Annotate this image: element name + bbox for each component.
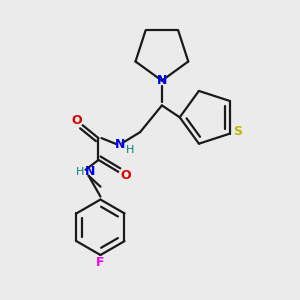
Text: H: H [126,145,134,155]
Text: F: F [96,256,105,269]
Text: N: N [115,138,125,151]
Text: N: N [85,165,96,178]
Text: O: O [120,169,130,182]
Text: O: O [71,114,82,127]
Text: N: N [157,74,167,87]
Text: S: S [233,125,242,138]
Text: H: H [76,167,84,177]
